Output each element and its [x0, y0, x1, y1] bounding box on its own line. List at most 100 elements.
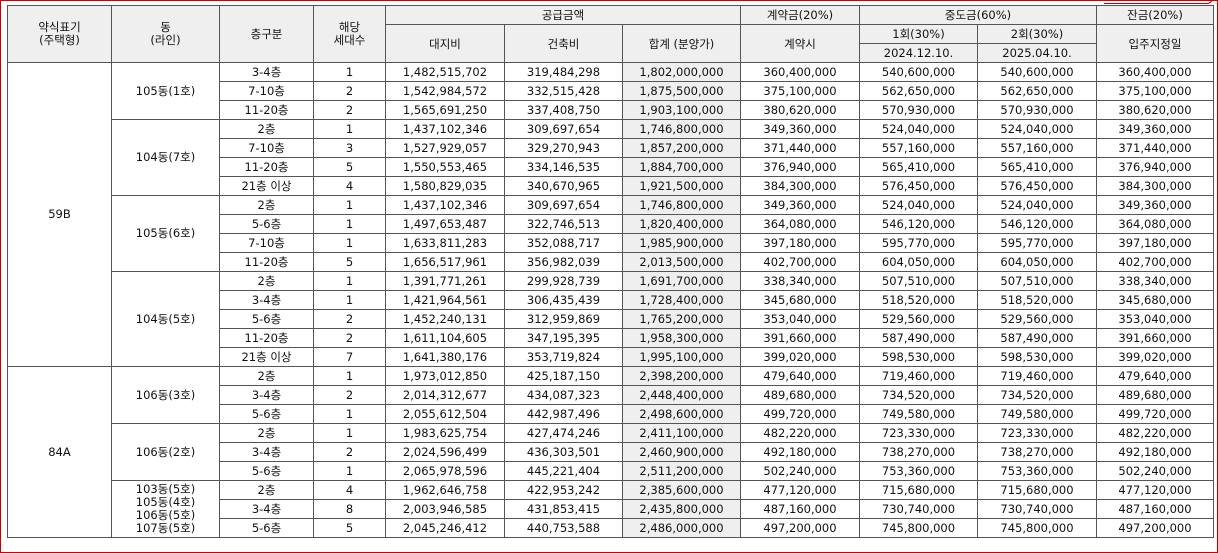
mid2-cell: 753,360,000: [977, 461, 1097, 481]
deposit-cell: 477,120,000: [740, 480, 860, 500]
units-cell: 3: [313, 138, 386, 158]
floor-cell: 2층: [219, 366, 314, 386]
floor-cell: 11-20층: [219, 100, 314, 120]
deposit-cell: 338,340,000: [740, 271, 860, 291]
mid1-cell: 570,930,000: [859, 100, 978, 120]
total-cell: 1,802,000,000: [622, 62, 741, 82]
header-units: 해당 세대수: [313, 5, 386, 63]
deposit-cell: 399,020,000: [740, 347, 860, 367]
dong-cell: 104동(7호): [111, 119, 220, 196]
floor-cell: 2층: [219, 119, 314, 139]
units-cell: 1: [313, 290, 386, 310]
land-cell: 1,527,929,057: [385, 138, 505, 158]
balance-cell: 492,180,000: [1096, 442, 1214, 462]
mid1-cell: 730,740,000: [859, 499, 978, 519]
deposit-cell: 371,440,000: [740, 138, 860, 158]
total-cell: 1,746,800,000: [622, 119, 741, 139]
deposit-cell: 391,660,000: [740, 328, 860, 348]
land-cell: 1,983,625,754: [385, 423, 505, 443]
header-total-label: 합계 (분양가): [648, 36, 715, 51]
land-cell: 2,003,946,585: [385, 499, 505, 519]
balance-cell: 487,160,000: [1096, 499, 1214, 519]
balance-cell: 399,020,000: [1096, 347, 1214, 367]
header-total: 합계 (분양가): [622, 24, 741, 63]
table-row: 104동(5호) 2층 1 1,391,771,261 299,928,739 1,691…: [8, 271, 1214, 367]
header-floor-label: 층구분: [250, 27, 283, 41]
deposit-cell: 502,240,000: [740, 461, 860, 481]
floor-cell: 11-20층: [219, 328, 314, 348]
total-cell: 1,995,100,000: [622, 347, 741, 367]
total-cell: 1,921,500,000: [622, 176, 741, 196]
building-cell: 306,435,439: [504, 290, 623, 310]
mid1-cell: 734,520,000: [859, 385, 978, 405]
deposit-cell: 376,940,000: [740, 157, 860, 177]
mid2-cell: 557,160,000: [977, 138, 1097, 158]
header-mid2: 2회(30%): [977, 24, 1097, 44]
units-cell: 2: [313, 385, 386, 405]
building-cell: 337,408,750: [504, 100, 623, 120]
dong-cell: 106동(3호): [111, 366, 220, 424]
balance-cell: 497,200,000: [1096, 518, 1214, 538]
building-cell: 442,987,496: [504, 404, 623, 424]
header-mid1-date-label: 2024.12.10.: [883, 46, 954, 60]
table-row: 11-20층 2 1,565,691,250 337,408,750 1,903,100…: [8, 100, 1214, 120]
mid1-cell: 749,580,000: [859, 404, 978, 424]
deposit-cell: 349,360,000: [740, 195, 860, 215]
deposit-cell: 360,400,000: [740, 62, 860, 82]
units-cell: 1: [313, 404, 386, 424]
header-balance-sub-label: 입주지정일: [1128, 36, 1182, 51]
mid2-cell: 749,580,000: [977, 404, 1097, 424]
deposit-cell: 397,180,000: [740, 233, 860, 253]
land-cell: 1,452,240,131: [385, 309, 505, 329]
table-body: 59B 105동(1호) 3-4층 1 1,482,515,702 319,484,298…: [7, 62, 1214, 538]
table-row: 3-4층 1 1,421,964,561 306,435,439 1,728,400,0…: [8, 290, 1214, 310]
table-row: 106동(2호) 2층 1 1,983,625,754 427,474,246 2,411…: [8, 423, 1214, 481]
unit-type-cell: 84A: [7, 366, 112, 538]
header-land-label: 대지비: [429, 36, 461, 51]
dong-cell: 106동(2호): [111, 423, 220, 481]
mid1-cell: 719,460,000: [859, 366, 978, 386]
building-cell: 312,959,869: [504, 309, 623, 329]
land-cell: 1,611,104,605: [385, 328, 505, 348]
balance-cell: 360,400,000: [1096, 62, 1214, 82]
floor-cell: 7-10층: [219, 138, 314, 158]
deposit-cell: 489,680,000: [740, 385, 860, 405]
header-mid1-date: 2024.12.10.: [859, 43, 978, 63]
units-cell: 1: [313, 461, 386, 481]
building-cell: 340,670,965: [504, 176, 623, 196]
mid1-cell: 507,510,000: [859, 271, 978, 291]
balance-cell: 482,220,000: [1096, 423, 1214, 443]
building-cell: 436,303,501: [504, 442, 623, 462]
mid1-cell: 557,160,000: [859, 138, 978, 158]
table-row: 59B 105동(1호) 3-4층 1 1,482,515,702 319,484,298…: [7, 62, 1214, 367]
total-cell: 1,691,700,000: [622, 271, 741, 291]
land-cell: 1,497,653,487: [385, 214, 505, 234]
deposit-cell: 353,040,000: [740, 309, 860, 329]
building-cell: 353,719,824: [504, 347, 623, 367]
units-cell: 1: [313, 214, 386, 234]
units-cell: 7: [313, 347, 386, 367]
dong-cell: 104동(5호): [111, 271, 220, 367]
floor-cell: 5-6층: [219, 214, 314, 234]
table-row: 84A 106동(3호) 2층 1 1,973,012,850 425,187,150 2,…: [7, 366, 1214, 538]
land-cell: 1,962,646,758: [385, 480, 505, 500]
units-cell: 1: [313, 423, 386, 443]
header-mid: 중도금(60%): [859, 5, 1097, 25]
header-deposit-sub-label: 계약시: [784, 36, 816, 51]
building-cell: 352,088,717: [504, 233, 623, 253]
floor-cell: 5-6층: [219, 518, 314, 538]
header-dong: 동 (라인): [111, 5, 220, 63]
balance-cell: 384,300,000: [1096, 176, 1214, 196]
land-cell: 1,437,102,346: [385, 195, 505, 215]
units-cell: 1: [313, 233, 386, 253]
balance-cell: 499,720,000: [1096, 404, 1214, 424]
floor-cell: 2층: [219, 271, 314, 291]
total-cell: 1,884,700,000: [622, 157, 741, 177]
land-cell: 1,437,102,346: [385, 119, 505, 139]
deposit-cell: 402,700,000: [740, 252, 860, 272]
units-cell: 5: [313, 252, 386, 272]
deposit-cell: 497,200,000: [740, 518, 860, 538]
total-cell: 1,985,900,000: [622, 233, 741, 253]
building-cell: 445,221,404: [504, 461, 623, 481]
mid2-cell: 562,650,000: [977, 81, 1097, 101]
